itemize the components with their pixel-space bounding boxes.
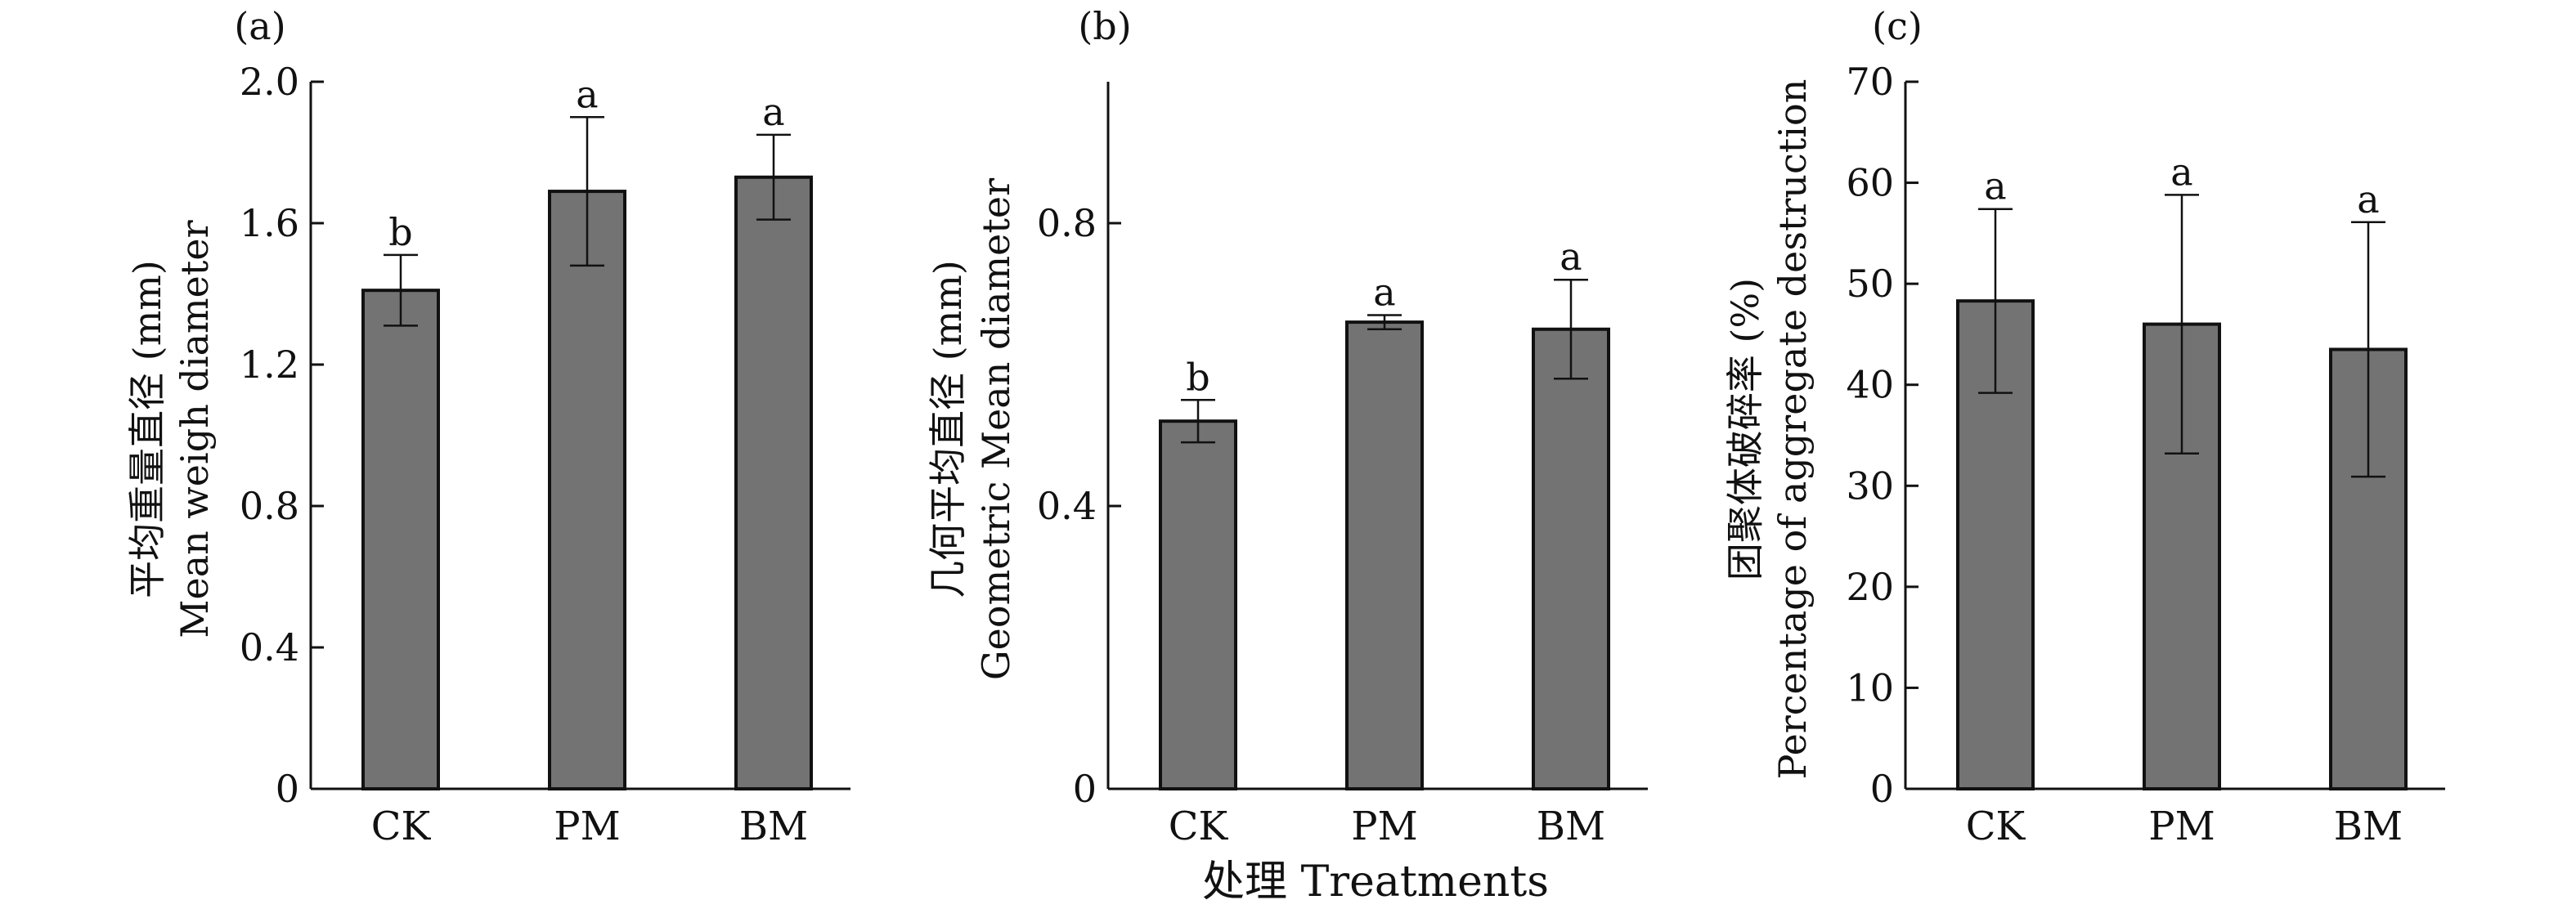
bar-b-pm [1345, 320, 1424, 791]
bar-a-pm [548, 190, 626, 790]
error-bar-c-ck [1978, 208, 2013, 394]
x-tick-label-c-pm: PM [2148, 804, 2215, 849]
bar-b-ck [1159, 419, 1237, 790]
shared-xlabel: 处理 Treatments [1202, 858, 1549, 907]
panel-label-c: (c) [1872, 4, 1923, 48]
bar-a-ck [361, 289, 440, 790]
panel-b: (b) 几何平均直径 (mm) Geometric Mean diameter … [926, 4, 1648, 907]
significance-label-a-bm: a [762, 90, 784, 134]
significance-label-c-pm: a [2170, 150, 2192, 194]
y-tick-label-a: 0.4 [240, 625, 299, 669]
significance-label-b-pm: a [1373, 270, 1395, 314]
panel-c: (c) 团聚体破碎率 (%) Percentage of aggregate d… [1723, 4, 2445, 849]
y-tick-label-c: 20 [1846, 565, 1894, 609]
panel-a: (a) 平均重量直径 (mm) Mean weigh diameter 0 0.4… [125, 4, 850, 849]
ylabel-cn-b: 几何平均直径 (mm) [926, 260, 970, 598]
error-bar-a-pm [570, 116, 604, 267]
ylabel-en-c: Percentage of aggregate destruction [1770, 79, 1815, 780]
y-tick-label-c: 50 [1846, 262, 1894, 306]
y-ticks-a: 0 0.4 0.8 1.2 1.6 2.0 [240, 60, 324, 811]
x-tick-label-b-pm: PM [1351, 804, 1417, 849]
x-tick-label-c-ck: CK [1966, 804, 2026, 849]
y-tick-label-c: 10 [1846, 665, 1894, 710]
y-tick-label-b: 0 [1073, 767, 1097, 811]
x-tick-label-a-pm: PM [554, 804, 620, 849]
bar-b-bm [1532, 327, 1610, 790]
error-bar-b-bm [1554, 278, 1588, 380]
x-tick-label-b-ck: CK [1169, 804, 1229, 849]
x-tick-label-a-bm: BM [739, 804, 808, 849]
y-tick-label-c: 0 [1870, 767, 1894, 811]
significance-label-b-ck: b [1186, 355, 1209, 399]
bars-b: b CK a PM a BM [1159, 235, 1610, 849]
significance-label-c-bm: a [2357, 177, 2379, 222]
y-tick-label-a: 0.8 [240, 484, 299, 528]
bar-a-bm [734, 175, 813, 790]
significance-label-a-ck: b [388, 210, 412, 254]
error-bar-c-pm [2165, 194, 2199, 454]
y-tick-label-c: 70 [1846, 60, 1894, 104]
y-tick-label-c: 60 [1846, 161, 1894, 205]
y-tick-label-a: 0 [276, 767, 299, 811]
y-tick-label-a: 1.6 [240, 201, 299, 245]
panel-label-a: (a) [234, 4, 285, 48]
x-tick-label-c-bm: BM [2334, 804, 2403, 849]
y-tick-label-b: 0.4 [1037, 484, 1097, 528]
y-tick-label-a: 1.2 [240, 343, 299, 387]
y-tick-label-c: 30 [1846, 463, 1894, 508]
error-bar-b-pm [1367, 314, 1402, 330]
error-bar-c-bm [2351, 221, 2385, 478]
significance-label-c-ck: a [1984, 164, 2006, 208]
ylabel-en-b: Geometric Mean diameter [974, 178, 1018, 680]
y-tick-label-a: 2.0 [240, 60, 299, 104]
y-ticks-c: 0 10 20 30 40 50 60 70 [1846, 60, 1919, 811]
ylabel-cn-c: 团聚体破碎率 (%) [1723, 278, 1767, 580]
y-tick-label-c: 40 [1846, 363, 1894, 407]
x-tick-label-a-ck: CK [371, 804, 432, 849]
error-bar-a-bm [756, 133, 791, 221]
significance-label-b-bm: a [1560, 235, 1582, 279]
y-tick-label-b: 0.8 [1037, 201, 1097, 245]
bars-a: b CK a PM a BM [361, 72, 813, 849]
y-ticks-b: 0 0.4 0.8 [1037, 201, 1121, 811]
panel-label-b: (b) [1078, 4, 1131, 48]
error-bar-a-ck [384, 253, 418, 327]
ylabel-cn-a: 平均重量直径 (mm) [125, 260, 169, 598]
ylabel-en-a: Mean weigh diameter [173, 220, 217, 638]
error-bar-b-ck [1181, 399, 1215, 444]
bars-c: a CK a PM a BM [1956, 150, 2408, 849]
x-tick-label-b-bm: BM [1537, 804, 1605, 849]
significance-label-a-pm: a [576, 72, 598, 116]
